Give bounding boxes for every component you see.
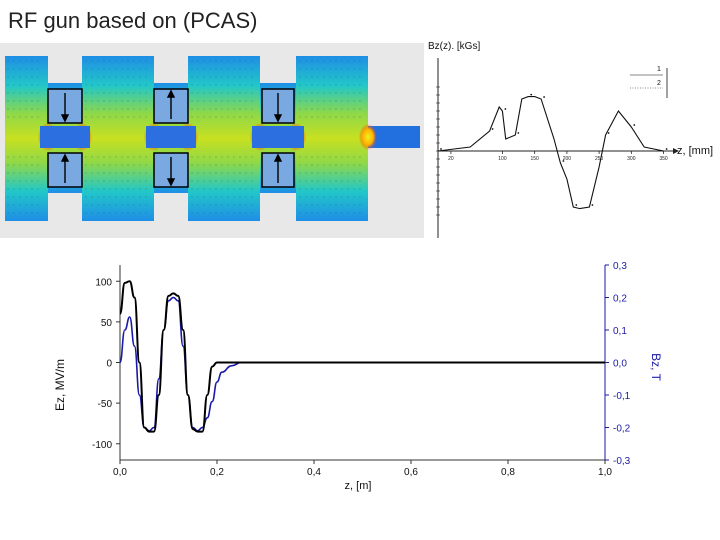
chart2-x-tick-label: 0,2: [210, 467, 224, 478]
chart1-x-ticks: 20 100 150 200 250 300 350: [448, 151, 668, 162]
chart1-ylabel: Bz(z). [kGs]: [428, 41, 480, 52]
chart2-x-tick-label: 0,0: [113, 467, 127, 478]
chart2-y2label: Bz, T: [649, 353, 663, 381]
chart2-y-tick-label: 50: [101, 318, 113, 329]
chart2-y-tick-label: 100: [95, 277, 112, 288]
chart2-x-tick-label: 0,4: [307, 467, 321, 478]
bz-measurement-chart: Bz(z). [kGs] z, [mm] 20 100 150 200 250 300 35…: [425, 38, 717, 243]
chart1-x-tick-label: 350: [659, 156, 668, 162]
chart2-y2-tick-label: -0,3: [613, 456, 631, 467]
chart1-x-tick-label: 250: [595, 156, 604, 162]
chart2-x-tick-label: 0,6: [404, 467, 418, 478]
cavity-field-map: [0, 43, 424, 238]
chart1-series-2-points: [440, 93, 668, 206]
chart1-xlabel: z, [mm]: [677, 145, 713, 157]
chart2-ylabel: Ez, MV/m: [53, 359, 67, 411]
slide-title: RF gun based on (PCAS): [8, 8, 258, 33]
chart1-point: [504, 108, 507, 110]
chart1-x-tick-label: 20: [448, 156, 454, 162]
chart2-y2-tick-label: -0,2: [613, 424, 631, 435]
chart2-series-bz-line: [119, 296, 605, 432]
chart1-legend-1: 1: [657, 66, 661, 73]
chart2-y2-tick-label: 0,3: [613, 261, 627, 272]
chart1-point: [607, 132, 610, 134]
chart1-x-arrow: [673, 148, 679, 154]
field-vector-dots: [7, 60, 361, 214]
chart1-point: [491, 128, 494, 130]
chart2-x-tick-label: 0,8: [501, 467, 515, 478]
chart2-y2-tick-label: -0,1: [613, 391, 631, 402]
chart1-legend-2: 2: [657, 80, 661, 87]
chart2-x-tick-label: 1,0: [598, 467, 612, 478]
chart1-point: [633, 124, 636, 126]
chart2-y2-tick-label: 0,0: [613, 359, 627, 370]
chart1-point: [591, 204, 594, 206]
chart1-point: [440, 148, 442, 150]
chart2-series-ez-line: [119, 280, 605, 433]
chart2-y-tick-label: 0: [106, 359, 112, 370]
chart1-point: [575, 204, 578, 206]
chart2-y-ticks: 100 50 0 -50 -100: [92, 277, 120, 451]
chart1-point: [543, 96, 545, 98]
chart2-y2-ticks: 0,3 0,2 0,1 0,0 -0,1 -0,2 -0,3: [605, 261, 631, 467]
chart2-y-tick-label: -100: [92, 440, 112, 451]
direction-arrows: [60, 89, 283, 187]
chart2-xlabel: z, [m]: [345, 480, 372, 492]
chart1-x-tick-label: 150: [530, 156, 539, 162]
beam-irises: [40, 126, 304, 148]
chart1-series-1-line: [437, 96, 664, 210]
chart1-point: [517, 132, 520, 134]
chart2-y2-tick-label: 0,1: [613, 326, 627, 337]
chart2-x-ticks: 0,0 0,2 0,4 0,6 0,8 1,0: [113, 460, 612, 478]
chart1-point: [665, 148, 668, 150]
chart1-point: [562, 160, 565, 162]
chart1-point: [530, 93, 533, 96]
chart2-y2-tick-label: 0,2: [613, 294, 627, 305]
chart1-x-tick-label: 100: [498, 156, 507, 162]
chart1-x-tick-label: 200: [563, 156, 572, 162]
chart1-x-tick-label: 300: [627, 156, 636, 162]
chart2-y-tick-label: -50: [98, 399, 113, 410]
chart1-legend: 1 2: [630, 66, 668, 98]
